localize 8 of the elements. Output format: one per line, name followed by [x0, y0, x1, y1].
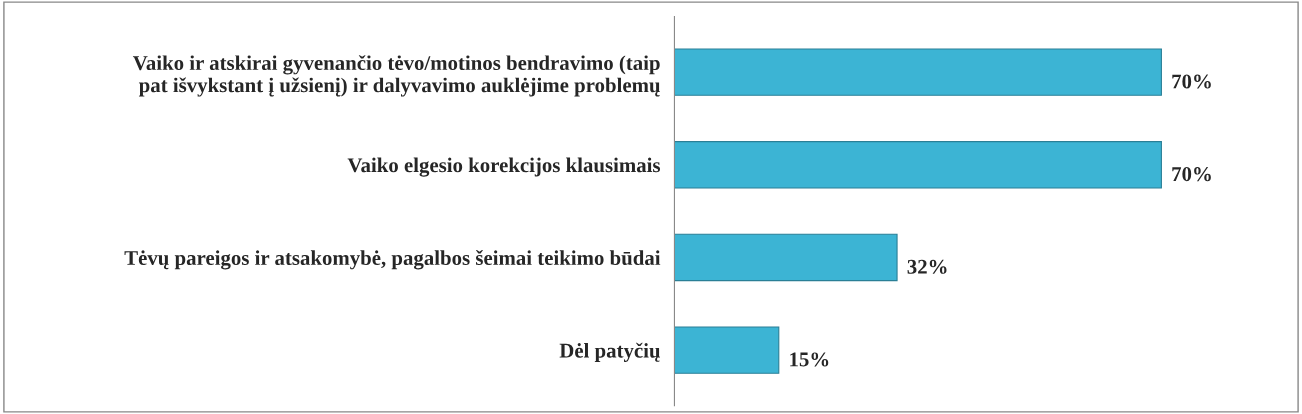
y-tick-label: Vaiko elgesio korekcijos klausimais [347, 157, 661, 177]
y-tick-label: Vaiko ir atskirai gyvenančio tėvo/motinos bendravimo (taip pat išvykstant į užsienį) ir dalyvavimo auklėjime problemų [132, 55, 660, 97]
data-label: 70% [1172, 74, 1211, 89]
data-label: 70% [1172, 167, 1211, 182]
y-tick-label: Dėl patyčių [559, 342, 660, 362]
data-label: 32% [907, 259, 947, 274]
y-tick-label: Tėvų pareigos ir atsakomybė, pagalbos šeimai teikimo būdai [124, 250, 661, 270]
data-label: 15% [790, 352, 829, 367]
